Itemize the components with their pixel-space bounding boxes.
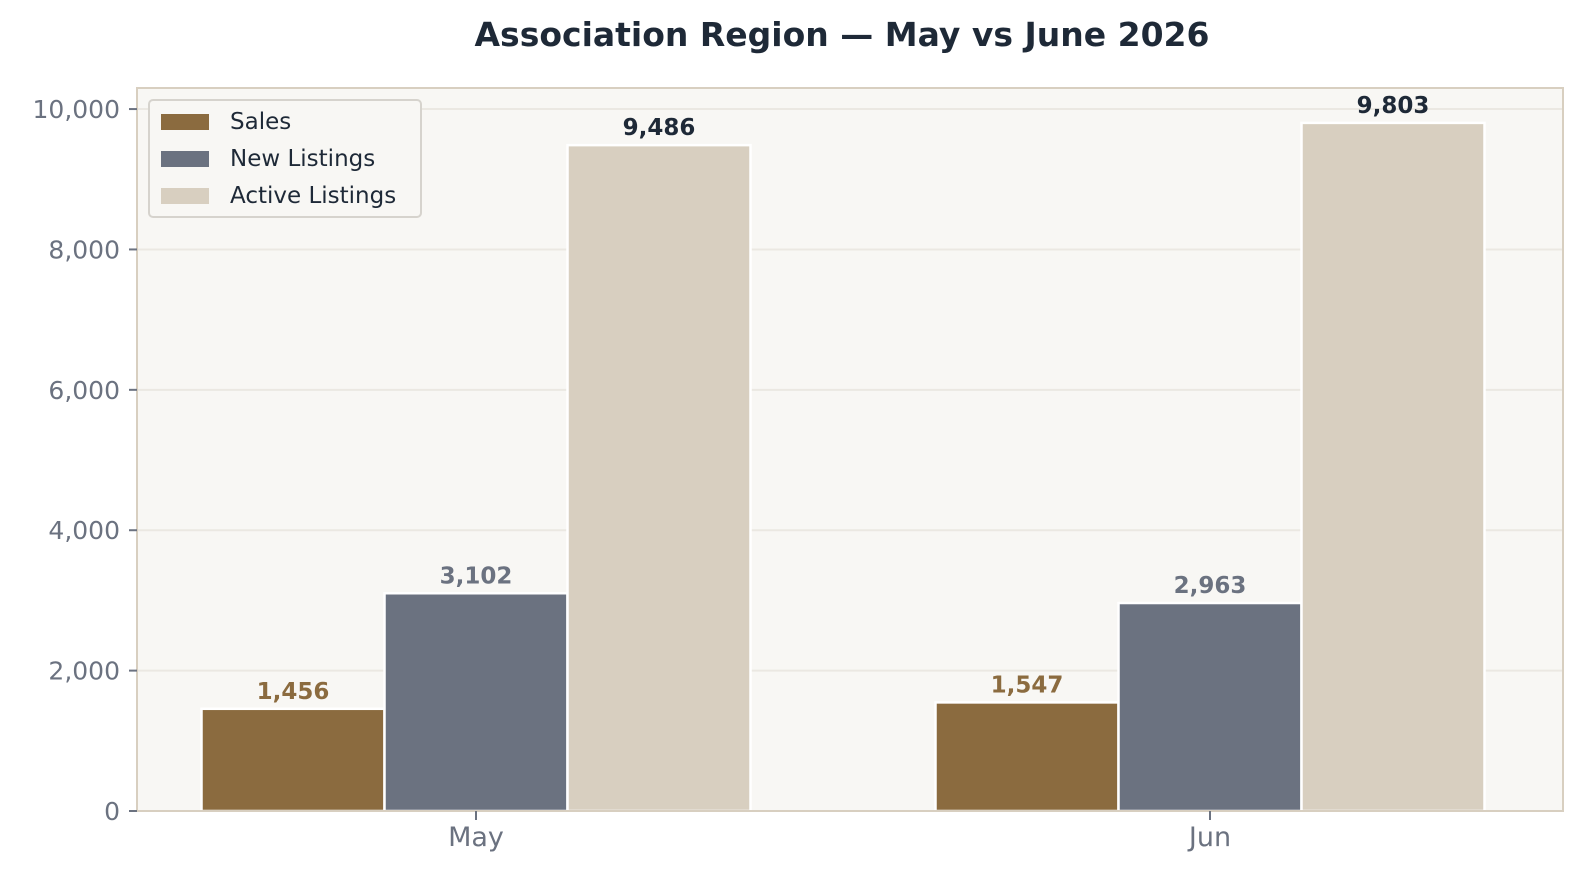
- data-label: 1,547: [991, 672, 1064, 698]
- legend-swatch: [161, 188, 209, 204]
- bar-active-listings-may: [566, 143, 752, 813]
- chart-title: Association Region — May vs June 2026: [475, 15, 1210, 54]
- y-tick-label: 2,000: [48, 657, 120, 686]
- data-label: 9,803: [1357, 93, 1430, 119]
- bar-new-listings-jun: [1117, 601, 1303, 813]
- legend-swatch: [161, 151, 209, 167]
- y-tick-label: 10,000: [33, 95, 120, 124]
- y-tick-label: 8,000: [48, 235, 120, 264]
- data-label: 9,486: [623, 115, 696, 141]
- legend-label: New Listings: [230, 146, 375, 172]
- legend-box: [148, 99, 422, 218]
- bar-sales-jun: [934, 701, 1120, 813]
- data-label: 3,102: [440, 563, 513, 589]
- y-tick-label: 6,000: [48, 376, 120, 405]
- y-tick-label: 0: [104, 797, 120, 826]
- legend-swatch: [161, 114, 209, 130]
- data-label: 1,456: [257, 679, 330, 705]
- plot-border: [136, 87, 1564, 812]
- legend: Sales New Listings Active Listings: [148, 99, 422, 218]
- data-label: 2,963: [1174, 573, 1247, 599]
- bars: [200, 121, 1486, 813]
- bar-sales-may: [200, 707, 386, 813]
- x-tick-label: Jun: [1187, 822, 1231, 853]
- bar-new-listings-may: [383, 592, 569, 813]
- x-tick-label: May: [448, 822, 504, 853]
- y-tick-label: 4,000: [48, 516, 120, 545]
- y-axis: 0 2,000 4,000 6,000 8,000 10,000: [33, 95, 137, 826]
- x-axis: May Jun: [448, 811, 1231, 853]
- bar-active-listings-jun: [1300, 121, 1486, 813]
- data-labels: 1,456 3,102 9,486 1,547 2,963 9,803: [257, 93, 1430, 705]
- legend-label: Sales: [230, 109, 291, 135]
- legend-label: Active Listings: [230, 183, 396, 209]
